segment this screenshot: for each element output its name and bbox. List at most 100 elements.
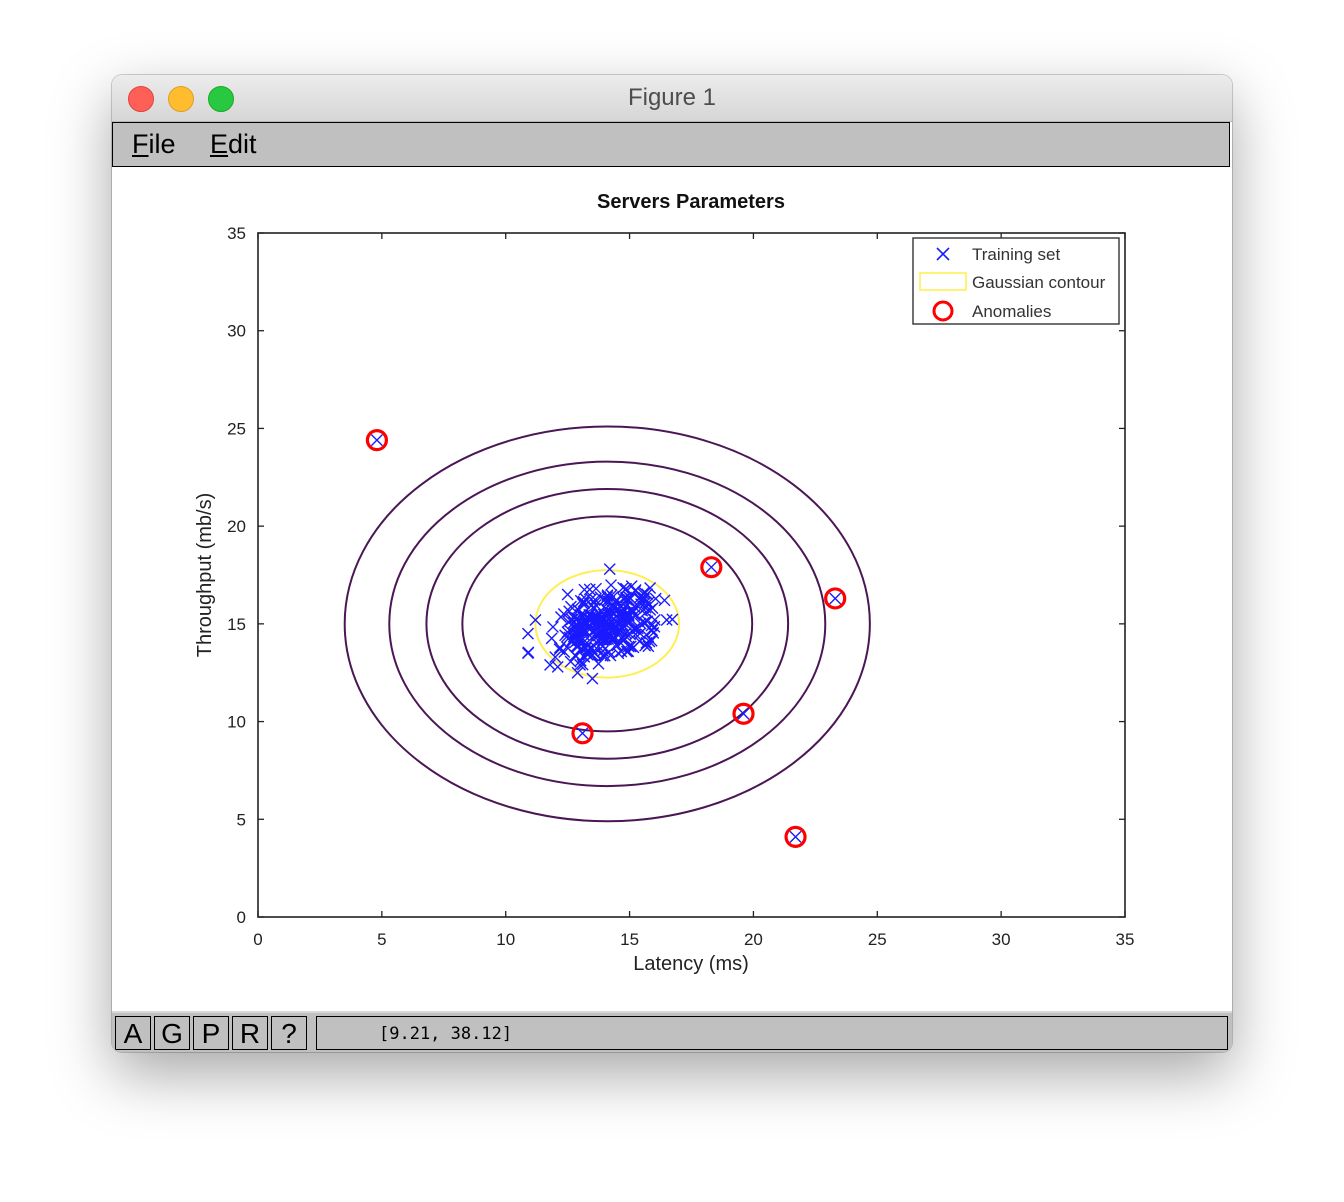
help-button[interactable]: ? bbox=[271, 1016, 307, 1050]
pan-button[interactable]: P bbox=[193, 1016, 229, 1050]
training-point bbox=[628, 609, 641, 622]
training-point bbox=[629, 622, 642, 635]
training-point bbox=[581, 648, 594, 661]
close-button[interactable] bbox=[128, 86, 154, 112]
rotate-button[interactable]: R bbox=[232, 1016, 268, 1050]
training-point bbox=[619, 582, 632, 595]
training-point bbox=[585, 593, 598, 606]
gaussian-contour-ring bbox=[343, 425, 871, 823]
training-point bbox=[564, 655, 577, 668]
y-tick-label: 10 bbox=[227, 713, 246, 732]
y-tick-label: 25 bbox=[227, 419, 246, 438]
gaussian-contour-ring bbox=[461, 515, 754, 733]
training-point bbox=[592, 657, 605, 670]
anomaly-marker bbox=[365, 429, 389, 452]
training-point bbox=[577, 650, 590, 663]
training-point bbox=[522, 647, 535, 660]
training-point bbox=[549, 651, 562, 664]
x-tick-label: 25 bbox=[868, 930, 887, 949]
training-point bbox=[620, 593, 633, 606]
training-point bbox=[602, 633, 615, 646]
x-tick-label: 5 bbox=[377, 930, 386, 949]
y-axis-label: Throughput (mb/s) bbox=[194, 493, 216, 658]
training-point bbox=[583, 619, 596, 632]
y-tick-label: 5 bbox=[237, 810, 246, 829]
training-point bbox=[627, 641, 640, 654]
training-point bbox=[559, 629, 572, 642]
title-bar[interactable]: Figure 1 bbox=[112, 75, 1232, 122]
training-point bbox=[529, 613, 542, 626]
training-point bbox=[658, 594, 671, 607]
training-point bbox=[574, 658, 587, 671]
training-point bbox=[589, 598, 602, 611]
training-point bbox=[648, 613, 661, 626]
legend-training-label: Training set bbox=[972, 245, 1060, 264]
menu-edit[interactable]: Edit bbox=[210, 129, 257, 160]
training-point bbox=[660, 613, 673, 626]
anomaly-marker bbox=[784, 825, 807, 848]
training-point bbox=[737, 707, 750, 720]
y-tick-label: 35 bbox=[227, 224, 246, 243]
training-point bbox=[544, 658, 557, 671]
training-point bbox=[643, 635, 656, 648]
training-point bbox=[640, 628, 653, 641]
training-point bbox=[631, 622, 644, 635]
x-tick-label: 10 bbox=[496, 930, 515, 949]
training-point bbox=[637, 593, 650, 606]
training-point bbox=[574, 594, 587, 607]
training-point bbox=[645, 619, 658, 632]
training-point bbox=[610, 594, 623, 607]
training-point bbox=[607, 600, 620, 613]
autoscale-button[interactable]: A bbox=[115, 1016, 151, 1050]
training-point bbox=[590, 611, 603, 624]
gaussian-contour bbox=[534, 569, 681, 679]
menu-file-label: ile bbox=[148, 129, 176, 159]
training-point bbox=[604, 649, 617, 662]
training-point bbox=[571, 666, 584, 679]
training-point bbox=[642, 640, 655, 653]
training-point bbox=[622, 640, 635, 653]
minimize-button[interactable] bbox=[168, 86, 194, 112]
training-point bbox=[624, 640, 637, 653]
anomaly-marker bbox=[732, 702, 755, 725]
gaussian-contour-ring bbox=[388, 460, 827, 788]
training-point bbox=[705, 561, 718, 574]
figure-window: Figure 1 File Edit Servers Parameters 0 5… bbox=[112, 75, 1232, 1052]
training-point bbox=[569, 620, 582, 633]
training-point bbox=[603, 646, 616, 658]
x-tick-label: 0 bbox=[253, 930, 262, 949]
menu-bar: File Edit bbox=[112, 122, 1230, 167]
training-point bbox=[587, 611, 600, 624]
points-layer bbox=[370, 434, 842, 843]
grid-button[interactable]: G bbox=[154, 1016, 190, 1050]
training-point bbox=[620, 611, 633, 624]
training-point bbox=[570, 624, 583, 637]
x-tick-label: 30 bbox=[992, 930, 1011, 949]
scatter-plot[interactable]: Servers Parameters 0 5 10 15 20 25 30 35 0 5 10 15 2… bbox=[112, 168, 1232, 1008]
menu-edit-label: dit bbox=[228, 129, 257, 159]
training-point bbox=[605, 579, 618, 592]
training-point bbox=[577, 623, 590, 636]
anomaly-marker bbox=[700, 556, 723, 579]
training-point bbox=[666, 613, 679, 626]
plot-frame bbox=[257, 232, 1126, 918]
training-point bbox=[546, 620, 559, 633]
maximize-button[interactable] bbox=[208, 86, 234, 112]
figure-canvas[interactable]: Servers Parameters 0 5 10 15 20 25 30 35 0 5 10 15 2… bbox=[112, 168, 1232, 1013]
legend-anomaly-marker bbox=[932, 300, 954, 322]
legend-gaussian-swatch bbox=[919, 272, 967, 291]
menu-file[interactable]: File bbox=[132, 129, 176, 160]
y-tick-label: 15 bbox=[227, 615, 246, 634]
legend[interactable]: Training set Gaussian contour Anomalies bbox=[912, 237, 1120, 325]
x-tick-label: 35 bbox=[1116, 930, 1135, 949]
y-tick-label: 20 bbox=[227, 517, 246, 536]
training-point bbox=[619, 627, 632, 640]
y-tick-label: 0 bbox=[237, 908, 246, 927]
training-point bbox=[590, 582, 603, 595]
x-tick-label: 20 bbox=[744, 930, 763, 949]
legend-gaussian-label: Gaussian contour bbox=[972, 273, 1106, 292]
figure-toolbar: A G P R ? [9.21, 38.12] bbox=[112, 1011, 1232, 1052]
training-point bbox=[551, 660, 564, 673]
training-point bbox=[603, 563, 616, 576]
training-point bbox=[561, 588, 574, 601]
